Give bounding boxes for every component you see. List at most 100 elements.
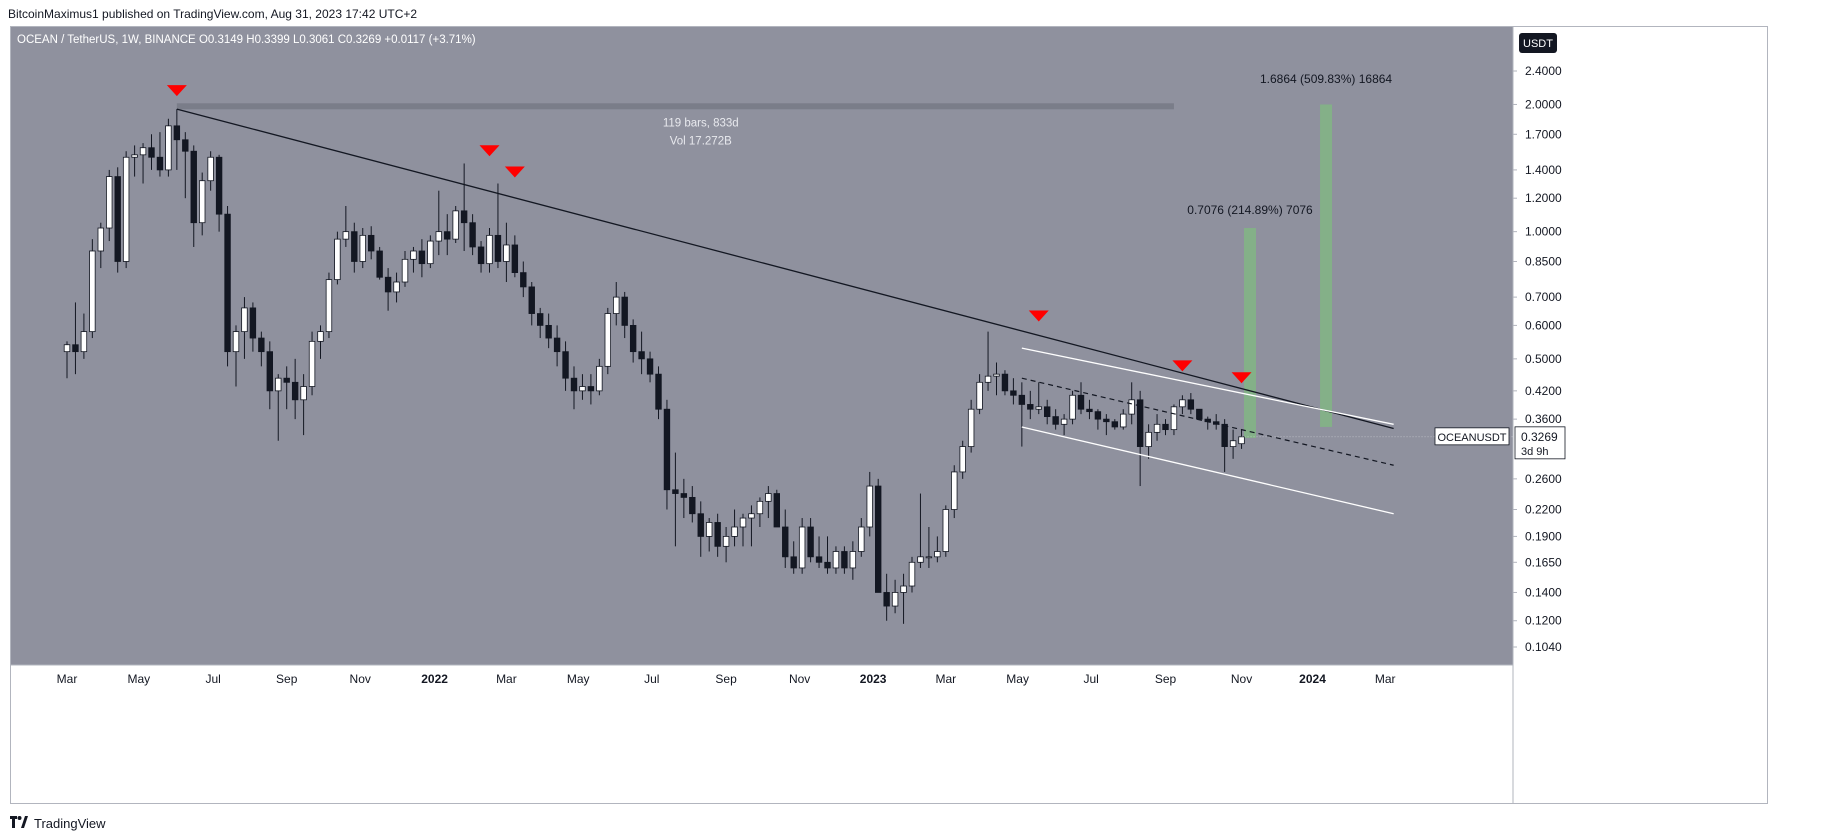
candle-up	[165, 125, 172, 171]
candle-down	[689, 497, 696, 515]
author-name[interactable]: BitcoinMaximus1	[8, 7, 99, 21]
ohlc-legend: OCEAN / TetherUS, 1W, BINANCE O0.3149 H0…	[17, 34, 476, 46]
time-axis-area	[11, 665, 1513, 803]
candle-down	[773, 493, 780, 528]
candle-down	[1162, 423, 1169, 431]
currency-badge	[1519, 33, 1557, 53]
candle-down	[224, 213, 231, 353]
candle-down	[629, 324, 637, 353]
candle-up	[308, 340, 316, 387]
descending-resistance-line	[176, 108, 1394, 430]
candle-up	[731, 526, 738, 537]
measure-label: 1.6864 (509.83%) 16864	[1260, 72, 1392, 86]
candle-down	[638, 351, 645, 360]
candle-up	[858, 526, 865, 552]
tradingview-label: TradingView	[34, 816, 106, 831]
candle-down	[672, 489, 679, 494]
price-tick-label: 0.2200	[1525, 503, 1562, 517]
candle-down	[824, 561, 831, 569]
time-tick-label: Nov	[350, 672, 371, 686]
candle-up	[139, 147, 147, 156]
price-tick-label: 1.7000	[1525, 127, 1562, 141]
ohlc-low-value: 0.3061	[299, 34, 337, 46]
time-tick-label: Mar	[57, 672, 78, 686]
candle-down	[156, 156, 164, 171]
channel-lower-line	[1021, 426, 1394, 515]
ohlc-high-label: H	[246, 34, 254, 46]
candle-up	[232, 331, 240, 353]
candle-down	[790, 556, 797, 569]
time-tick-label: Mar	[935, 672, 956, 686]
range-bars-label: 119 bars, 833d	[663, 117, 739, 129]
candle-up	[984, 375, 992, 383]
candle-down	[528, 286, 535, 314]
candle-down	[1027, 404, 1034, 410]
candle-up	[334, 238, 341, 281]
candle-up	[1128, 399, 1135, 415]
symbol-tag-label: OCEANUSDT	[1437, 432, 1506, 444]
chart-pane[interactable]: 1.6864 (509.83%) 16864 0.7076 (214.89%) 7…	[10, 26, 1768, 804]
ohlc-open-label: O	[199, 34, 208, 46]
candle-up	[198, 180, 206, 224]
candle-up	[401, 258, 409, 283]
candle-up	[993, 373, 1000, 377]
candle-up	[934, 551, 941, 558]
candle-down	[807, 526, 814, 558]
red-down-marker	[1231, 372, 1252, 384]
candle-down	[72, 344, 79, 353]
price-tick-label: 0.1200	[1525, 614, 1562, 628]
candle-down	[190, 150, 197, 224]
candle-up	[131, 154, 138, 158]
candle-down	[1010, 390, 1017, 396]
candle-up	[1170, 406, 1178, 431]
candle-down	[1136, 399, 1144, 447]
candle-up	[106, 176, 113, 229]
last-price-tag	[1514, 426, 1566, 460]
time-tick-label: Sep	[276, 672, 298, 686]
channel-mid-dashed-line	[1021, 377, 1394, 466]
time-tick-label: May	[567, 672, 590, 686]
candle-up	[393, 281, 400, 293]
time-tick-label: 2022	[421, 672, 448, 686]
tradingview-brand[interactable]: TradingView	[10, 816, 106, 831]
candle-up	[967, 408, 975, 447]
time-tick-label: Nov	[789, 672, 810, 686]
candle-up	[925, 556, 933, 559]
candle-down	[266, 351, 273, 392]
candle-down	[1044, 406, 1051, 418]
price-tick-label: 0.2600	[1525, 472, 1562, 486]
candle-down	[545, 324, 552, 339]
candle-up	[765, 493, 772, 502]
candle-up	[435, 231, 442, 242]
candle-up	[739, 517, 747, 528]
candle-up	[849, 551, 857, 569]
candle-down	[562, 351, 569, 379]
candle-up	[97, 227, 104, 252]
candle-up	[241, 307, 248, 333]
candle-up	[207, 156, 214, 182]
price-tick-label: 0.6000	[1525, 318, 1562, 332]
price-tick-label: 0.5000	[1525, 352, 1562, 366]
candle-down	[384, 276, 392, 293]
time-tick-label: May	[1006, 672, 1029, 686]
candle-down	[655, 373, 662, 410]
currency-badge-label[interactable]: USDT	[1523, 38, 1553, 50]
price-tick-label: 0.4200	[1525, 384, 1562, 398]
red-down-marker	[479, 145, 500, 157]
candle-down	[570, 377, 578, 392]
footer-bar: TradingView	[0, 808, 1827, 840]
price-chart[interactable]: 1.6864 (509.83%) 16864 0.7076 (214.89%) 7…	[11, 27, 1768, 804]
candle-down	[875, 485, 882, 593]
candle-up	[342, 231, 350, 240]
candle-down	[1221, 423, 1228, 447]
candle-up	[722, 536, 730, 547]
candle-down	[258, 337, 265, 353]
last-price-value: 0.3269	[1521, 430, 1558, 444]
candle-down	[1001, 373, 1009, 392]
symbol-title: OCEAN / TetherUS, 1W, BINANCE	[17, 34, 199, 46]
candle-up	[503, 244, 510, 262]
candle-down	[182, 139, 189, 152]
candle-up	[1153, 423, 1161, 433]
candle-down	[646, 358, 654, 375]
candle-down	[215, 156, 223, 215]
